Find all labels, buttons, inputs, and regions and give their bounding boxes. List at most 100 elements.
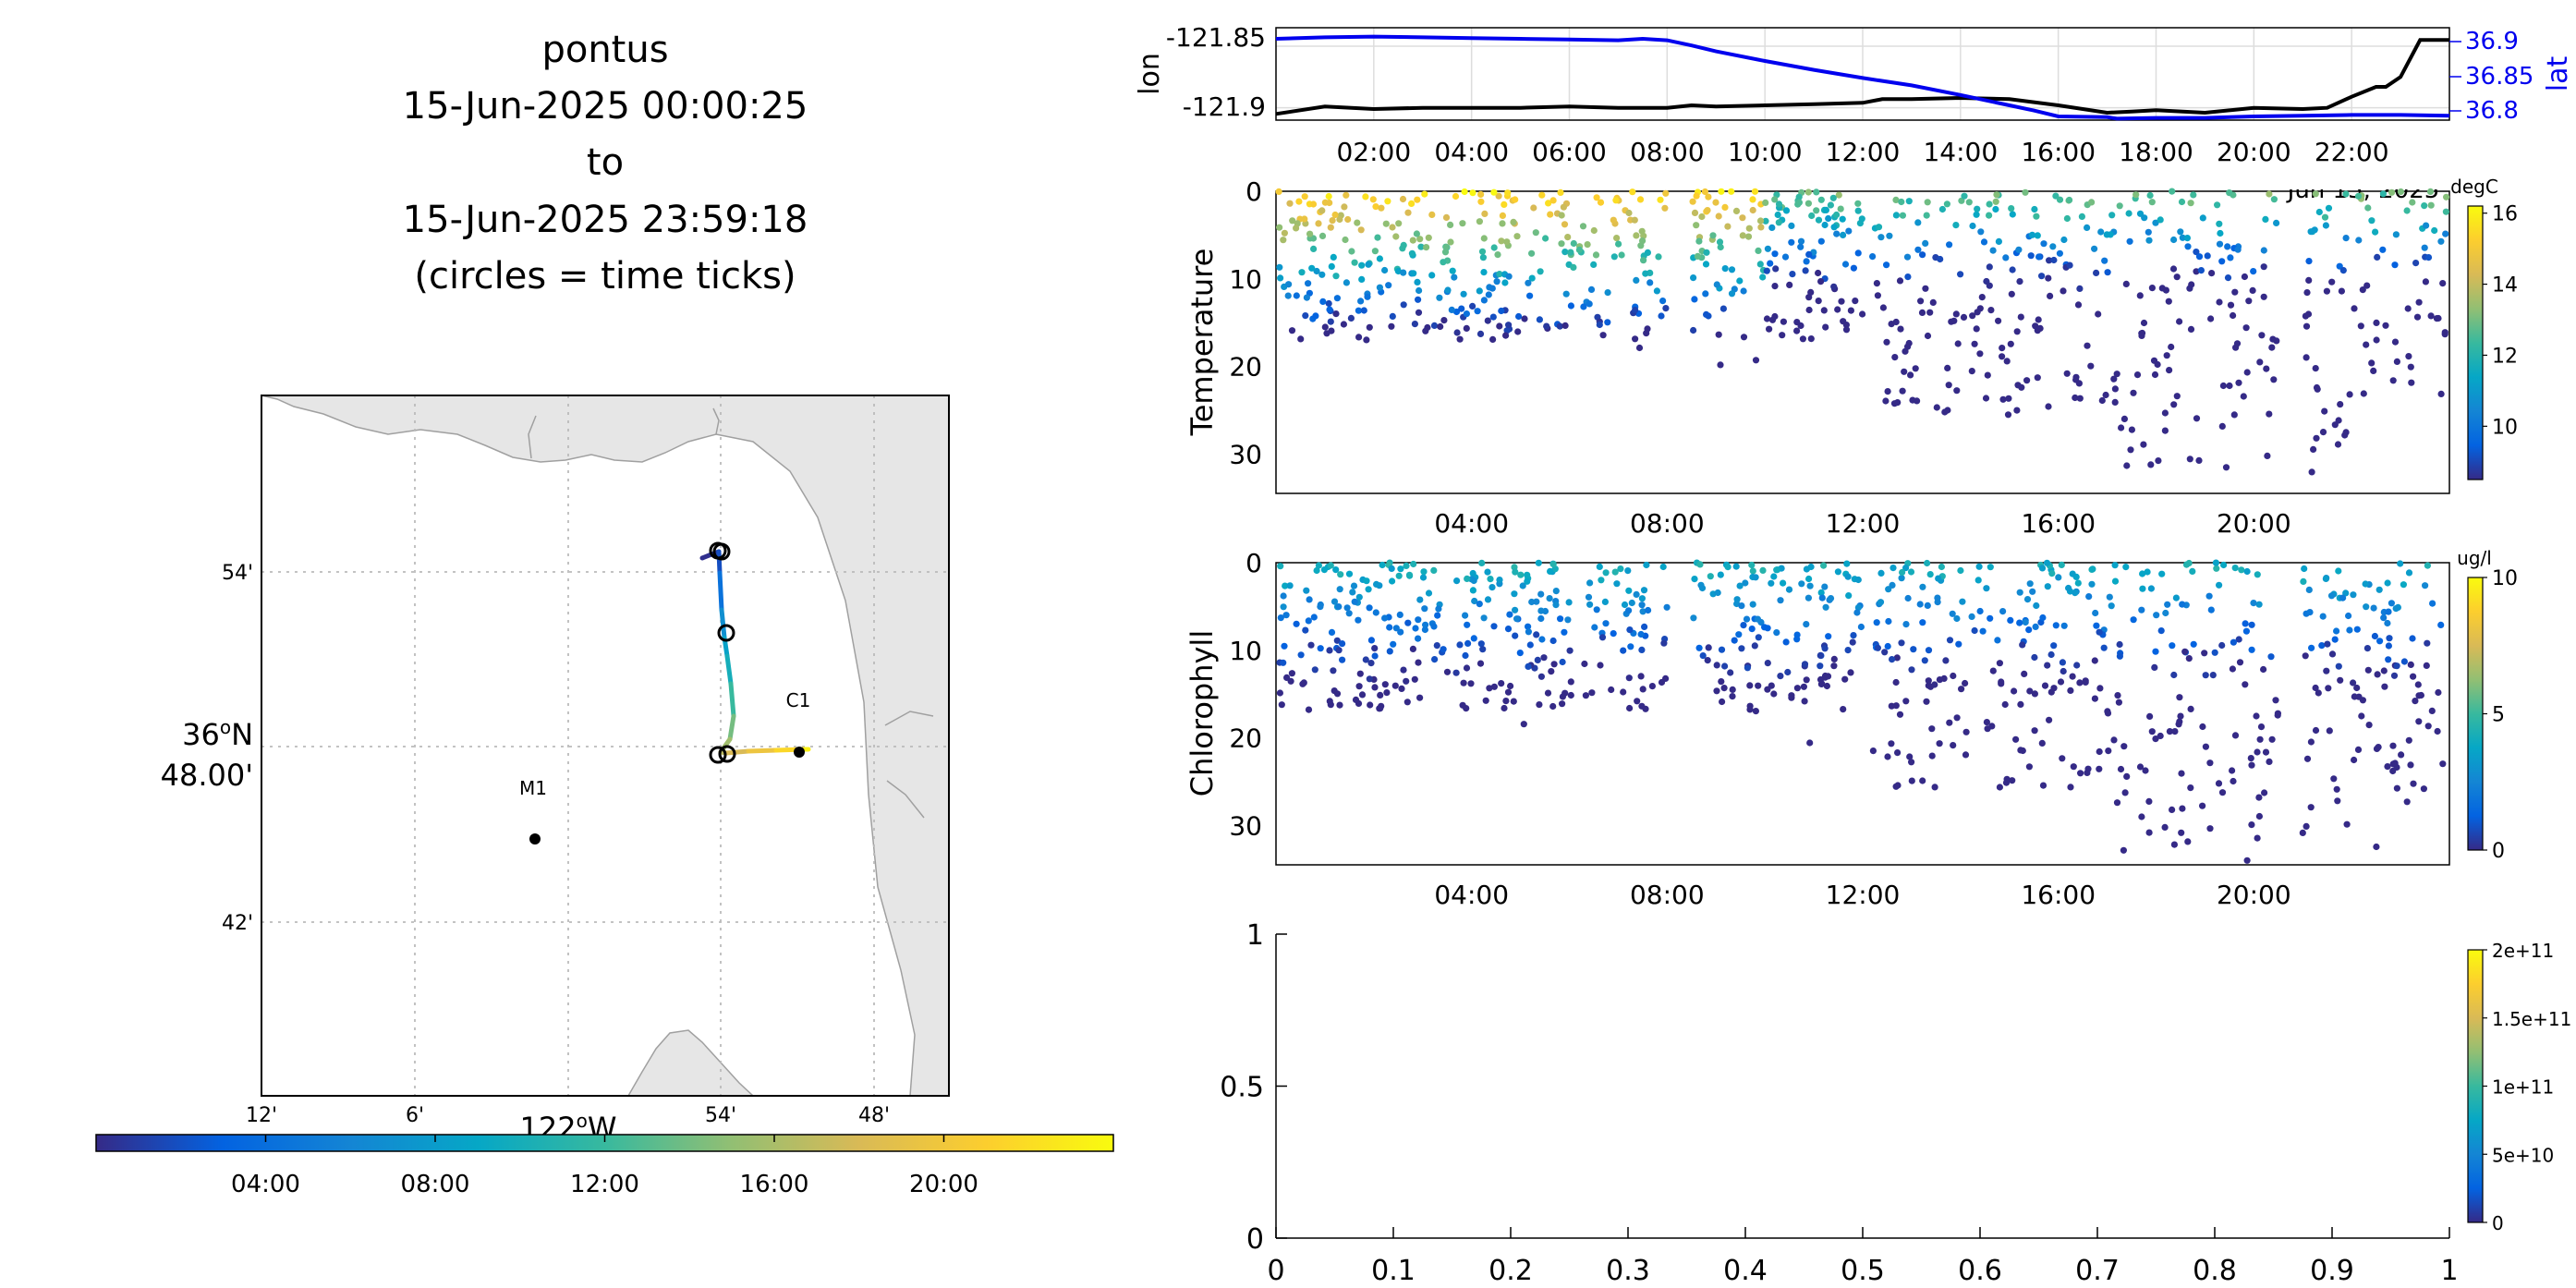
scatter-point (1999, 345, 2006, 352)
scatter-point (1646, 279, 1654, 286)
scatter-point (2439, 760, 2447, 768)
scatter-point (1918, 309, 1926, 316)
scatter-point (1631, 216, 1638, 224)
scatter-point (1549, 561, 1557, 568)
scatter-point (1326, 306, 1333, 313)
scatter-point (1721, 203, 1729, 211)
scatter-point (1347, 314, 1355, 322)
scatter-point (2434, 727, 2441, 735)
scatter-point (2015, 246, 2023, 253)
scatter-point (1641, 623, 1648, 631)
scatter-point (1919, 251, 1926, 259)
scatter-point (2132, 191, 2140, 199)
scatter-point (1597, 199, 1605, 206)
scatter-point (2075, 380, 2083, 387)
scatter-point (1528, 598, 1536, 606)
scatter-point (1593, 606, 1600, 614)
scatter-point (2195, 456, 2203, 464)
scatter-point (1355, 616, 1362, 624)
scatter-point (2373, 336, 2380, 344)
scatter-point (1845, 592, 1853, 600)
scatter-point (1653, 287, 1660, 295)
scatter-point (1922, 239, 1929, 247)
scatter-point (1336, 215, 1343, 224)
scatter-point (2060, 236, 2068, 244)
scatter-point (2224, 274, 2232, 282)
scatter-point (1299, 680, 1306, 687)
scatter-point (2407, 761, 2414, 769)
scatter-point (1698, 213, 1706, 221)
scatter-point (1983, 719, 1990, 726)
scatter-point (1559, 700, 1566, 708)
scatter-point (1749, 206, 1756, 214)
scatter-point (2139, 329, 2146, 337)
scatter-point (1391, 682, 1399, 689)
scatter-point (1873, 619, 1880, 626)
scatter-point (1331, 687, 1338, 695)
station-c1-label: C1 (786, 689, 811, 711)
scatter-point (2359, 286, 2366, 294)
scatter-point (1850, 264, 1857, 272)
scatter-point (1928, 725, 1936, 733)
scatter-point (1908, 777, 1915, 784)
scatter-point (1916, 601, 1924, 608)
scatter-point (2095, 310, 2102, 318)
scatter-point (1358, 275, 1366, 283)
scatter-point (2031, 727, 2038, 735)
scatter-point (1318, 232, 1327, 239)
scatter-point (1897, 325, 1904, 333)
scatter-point (1355, 699, 1363, 708)
scatter-point (1788, 238, 1795, 246)
scatter-point (2116, 640, 2123, 649)
scatter-point (1907, 568, 1915, 576)
scatter-point (1593, 194, 1600, 201)
scatter-point (1767, 260, 1774, 267)
scatter-point (2117, 765, 2125, 773)
scatter-point (1820, 562, 1828, 569)
scatter-point (1818, 594, 1826, 601)
stations: M1 C1 (519, 689, 810, 844)
scatter-point (1302, 626, 1309, 634)
scatter-point (1834, 568, 1841, 576)
scatter-point (1570, 263, 1577, 271)
station-m1-label: M1 (519, 777, 547, 799)
scatter-point (1617, 565, 1624, 573)
scatter-point (1815, 216, 1823, 224)
scatter-point (1892, 702, 1900, 710)
scatter-point (2127, 446, 2134, 454)
scatter-point (1877, 234, 1885, 241)
scatter-point (2345, 612, 2352, 620)
scatter-point (1379, 561, 1386, 569)
scatter-point (2157, 732, 2164, 740)
scatter-point (1343, 604, 1351, 612)
scatter-point (1590, 261, 1598, 268)
scatter-point (1499, 212, 1506, 219)
scatter-point (1912, 365, 1919, 372)
scatter-point (1771, 312, 1779, 321)
scatter-point (1884, 753, 1891, 760)
scatter-point (1386, 648, 1393, 655)
station-c1-marker (794, 747, 805, 758)
scatter-point (1538, 191, 1546, 199)
scatter-point (1464, 621, 1471, 628)
scatter-point (2351, 305, 2358, 312)
scatter-point (1898, 575, 1905, 582)
scatter-point (1662, 189, 1670, 197)
scatter-point (2162, 286, 2169, 294)
scatter-point (1349, 589, 1356, 596)
scatter-point (2168, 343, 2175, 351)
scatter-point (1807, 563, 1815, 571)
scatter-point (2384, 579, 2391, 587)
scatter-point (1355, 307, 1362, 314)
scatter-point (2268, 344, 2276, 351)
scatter-point (1409, 237, 1416, 244)
scatter-point (2130, 616, 2137, 624)
scatter-point (1929, 298, 1937, 306)
scatter-point (1842, 326, 1851, 334)
scatter-point (2123, 462, 2131, 469)
scatter-point (2121, 789, 2129, 796)
scatter-point (1901, 368, 1908, 375)
scatter-point (2374, 671, 2381, 678)
scatter-point (1342, 236, 1349, 244)
scatter-point (2217, 229, 2224, 237)
